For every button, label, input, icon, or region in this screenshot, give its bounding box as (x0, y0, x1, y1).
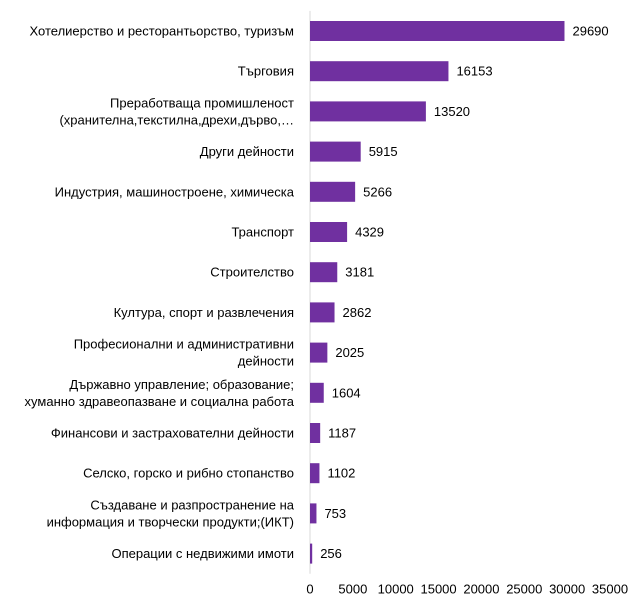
category-label: Търговия (238, 64, 294, 79)
category-label-line: Държавно управление; образование; (69, 377, 294, 392)
x-axis-tick-labels: 0 5000 10000 15000 20000 25000 30000 35000 (306, 582, 628, 597)
category-label-line: Професионални и административни (74, 337, 294, 352)
category-label-line: Култура, спорт и развлечения (114, 305, 294, 320)
bar (310, 141, 361, 162)
category-label: Транспорт (231, 225, 294, 240)
x-tick-label: 35000 (592, 582, 628, 597)
value-labels: 29690 16153 13520 5915 5266 4329 3181 2862 2025 1… (320, 24, 608, 562)
bar (310, 543, 313, 564)
x-tick-label: 30000 (549, 582, 585, 597)
category-label-line: Индустрия, машиностроене, химическа (55, 184, 295, 199)
bar (310, 302, 335, 323)
category-label-line: Преработваща промишленост (110, 95, 294, 110)
bar (310, 423, 321, 443)
bar-value-label: 1187 (328, 426, 356, 441)
category-label-line: дейности (238, 354, 294, 369)
bar (310, 503, 317, 524)
x-tick-label: 20000 (463, 582, 499, 597)
bar-value-label: 3181 (345, 265, 374, 280)
bar (310, 262, 338, 283)
category-label: Създаване и разпространение на информация… (47, 497, 295, 529)
category-label: Операции с недвижими имоти (111, 546, 294, 561)
category-label: Други дейности (200, 144, 294, 159)
category-label: Финансови и застрахователни дейности (51, 426, 294, 441)
category-label: Професионални и административни дейности (74, 337, 294, 369)
bar (310, 21, 565, 41)
x-tick-label: 15000 (420, 582, 456, 597)
bar-value-label: 4329 (355, 225, 384, 240)
category-label-line: Транспорт (231, 225, 294, 240)
category-label-line: Други дейности (200, 144, 294, 159)
category-label: Хотелиерство и ресторантьорство, туризъм (30, 24, 295, 39)
category-label: Селско, горско и рибно стопанство (83, 466, 294, 481)
bar-value-label: 2862 (343, 305, 372, 320)
bar-value-label: 13520 (434, 104, 470, 119)
category-label-line: информация и творчески продукти;(ИКТ) (47, 514, 294, 529)
bar-value-label: 2025 (335, 345, 364, 360)
x-tick-label: 0 (306, 582, 313, 597)
bar (310, 382, 324, 403)
x-tick-label: 5000 (338, 582, 367, 597)
category-label-line: Строителство (210, 265, 294, 280)
bar (310, 61, 449, 82)
bar-value-label: 1604 (332, 385, 361, 400)
bars (310, 21, 565, 564)
category-labels: Хотелиерство и ресторантьорство, туризъм… (25, 24, 295, 562)
category-label: Строителство (210, 265, 294, 280)
bar (310, 101, 426, 122)
category-label-line: Операции с недвижими имоти (111, 546, 294, 561)
bar-value-label: 29690 (572, 24, 608, 39)
bar-value-label: 1102 (327, 466, 355, 481)
bar-value-label: 753 (324, 506, 346, 521)
category-label-line: Създаване и разпространение на (90, 497, 294, 512)
category-label: Преработваща промишленост (хранителна,тек… (59, 95, 294, 127)
bar-value-label: 5915 (369, 144, 398, 159)
bar (310, 181, 356, 202)
category-label-line: хуманно здравеопазване и социална работа (25, 394, 295, 409)
category-label-line: Финансови и застрахователни дейности (51, 426, 294, 441)
category-label: Държавно управление; образование; хуманно… (25, 377, 295, 409)
category-label-line: Хотелиерство и ресторантьорство, туризъм (30, 24, 295, 39)
bar-value-label: 256 (320, 546, 342, 561)
bar (310, 222, 348, 242)
category-label-line: Търговия (238, 64, 294, 79)
bar-value-label: 16153 (456, 64, 492, 79)
category-label-line: (хранителна,текстилна,дрехи,дърво,… (59, 112, 294, 127)
category-label: Индустрия, машиностроене, химическа (55, 184, 295, 199)
bar (310, 342, 328, 363)
category-label-line: Селско, горско и рибно стопанство (83, 466, 294, 481)
x-tick-label: 10000 (378, 582, 414, 597)
bar-value-label: 5266 (363, 184, 392, 199)
bar (310, 463, 320, 484)
category-label: Култура, спорт и развлечения (114, 305, 294, 320)
x-tick-label: 25000 (506, 582, 542, 597)
